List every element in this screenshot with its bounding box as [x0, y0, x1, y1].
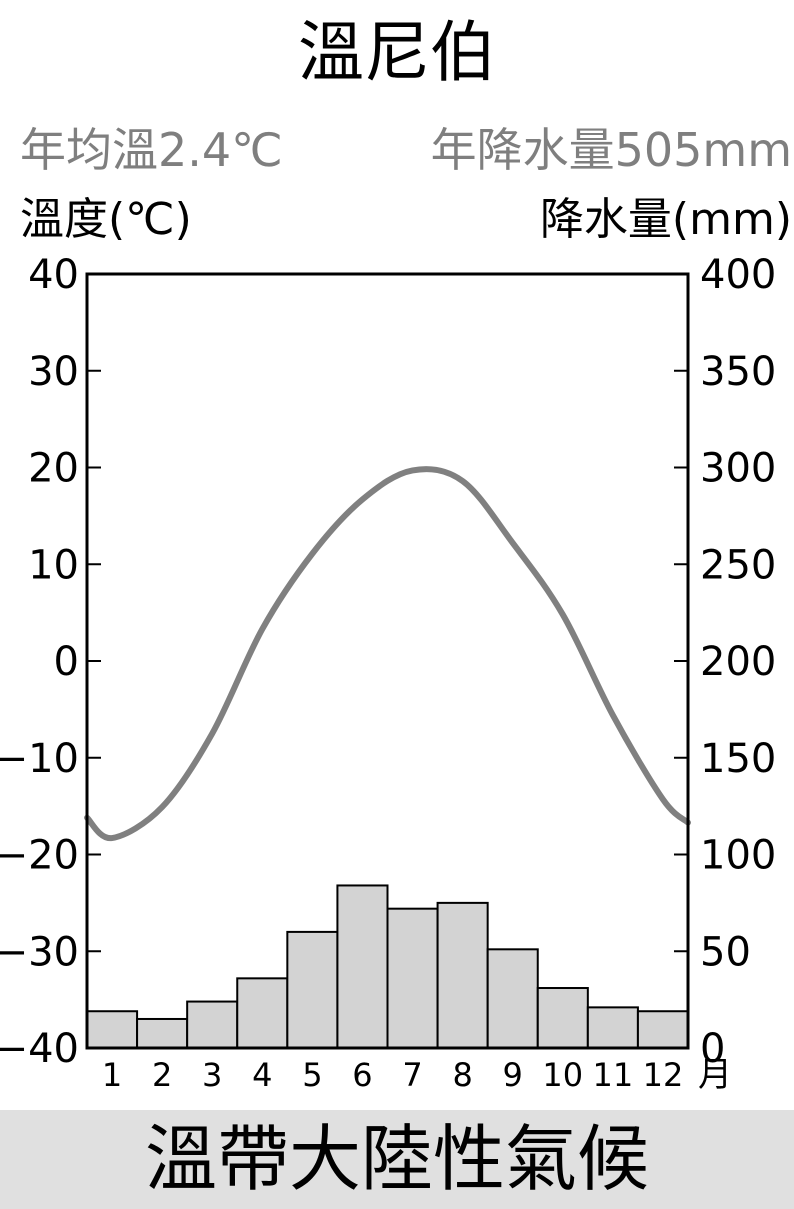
precip-bar	[86, 1010, 139, 1049]
month-label: 6	[352, 1056, 372, 1094]
y-left-axis-label: 溫度(℃)	[20, 194, 192, 245]
precip-bar	[286, 930, 339, 1050]
month-unit-label: 月	[698, 1055, 732, 1095]
precip-bar	[136, 1017, 189, 1049]
climate-type-label: 溫帶大陸性氣候	[144, 1117, 649, 1201]
month-label: 11	[593, 1056, 634, 1094]
precip-bar	[586, 1006, 639, 1049]
precip-bar	[336, 884, 389, 1050]
annual-temperature: 年均溫2.4℃	[20, 123, 283, 177]
right-tick-label: 250	[700, 542, 776, 588]
precip-bar	[486, 948, 539, 1049]
precip-bar	[236, 977, 289, 1050]
left-tick-label: −40	[0, 1026, 79, 1072]
left-tick-label: 40	[28, 252, 79, 298]
right-tick-label: 200	[700, 639, 776, 685]
right-tick-label: 100	[700, 833, 776, 879]
month-label: 8	[452, 1056, 472, 1094]
left-tick-label: 20	[28, 446, 79, 492]
month-label: 7	[402, 1056, 422, 1094]
right-tick-label: 400	[700, 252, 776, 298]
right-tick-label: 150	[700, 736, 776, 782]
month-label: 2	[152, 1056, 172, 1094]
month-label: 3	[202, 1056, 222, 1094]
month-label: 4	[252, 1056, 272, 1094]
left-tick-label: 10	[28, 542, 79, 588]
climate-chart: 403020100−10−20−30−404003503002502001501…	[0, 252, 776, 1095]
annual-precipitation: 年降水量505mm	[430, 123, 792, 177]
month-label: 5	[302, 1056, 322, 1094]
chart-title: 溫尼伯	[298, 14, 496, 91]
precip-bar	[186, 1000, 239, 1049]
right-tick-label: 350	[700, 349, 776, 395]
precip-bar	[436, 901, 489, 1049]
footer-band	[0, 1110, 794, 1209]
left-tick-label: −10	[0, 736, 79, 782]
right-tick-label: 0	[700, 1026, 725, 1072]
month-label: 9	[503, 1056, 523, 1094]
precip-bar	[386, 907, 439, 1049]
left-tick-label: 0	[54, 639, 79, 685]
month-label: 1	[102, 1056, 122, 1094]
left-tick-label: −30	[0, 929, 79, 975]
right-tick-label: 300	[700, 446, 776, 492]
precip-bar	[636, 1010, 690, 1049]
month-label: 10	[542, 1056, 583, 1094]
precip-bar	[536, 987, 589, 1050]
right-tick-label: 50	[700, 929, 751, 975]
temperature-line	[84, 466, 691, 842]
month-label: 12	[643, 1056, 684, 1094]
left-tick-label: 30	[28, 349, 79, 395]
left-tick-label: −20	[0, 833, 79, 879]
y-right-axis-label: 降水量(mm)	[539, 194, 792, 245]
